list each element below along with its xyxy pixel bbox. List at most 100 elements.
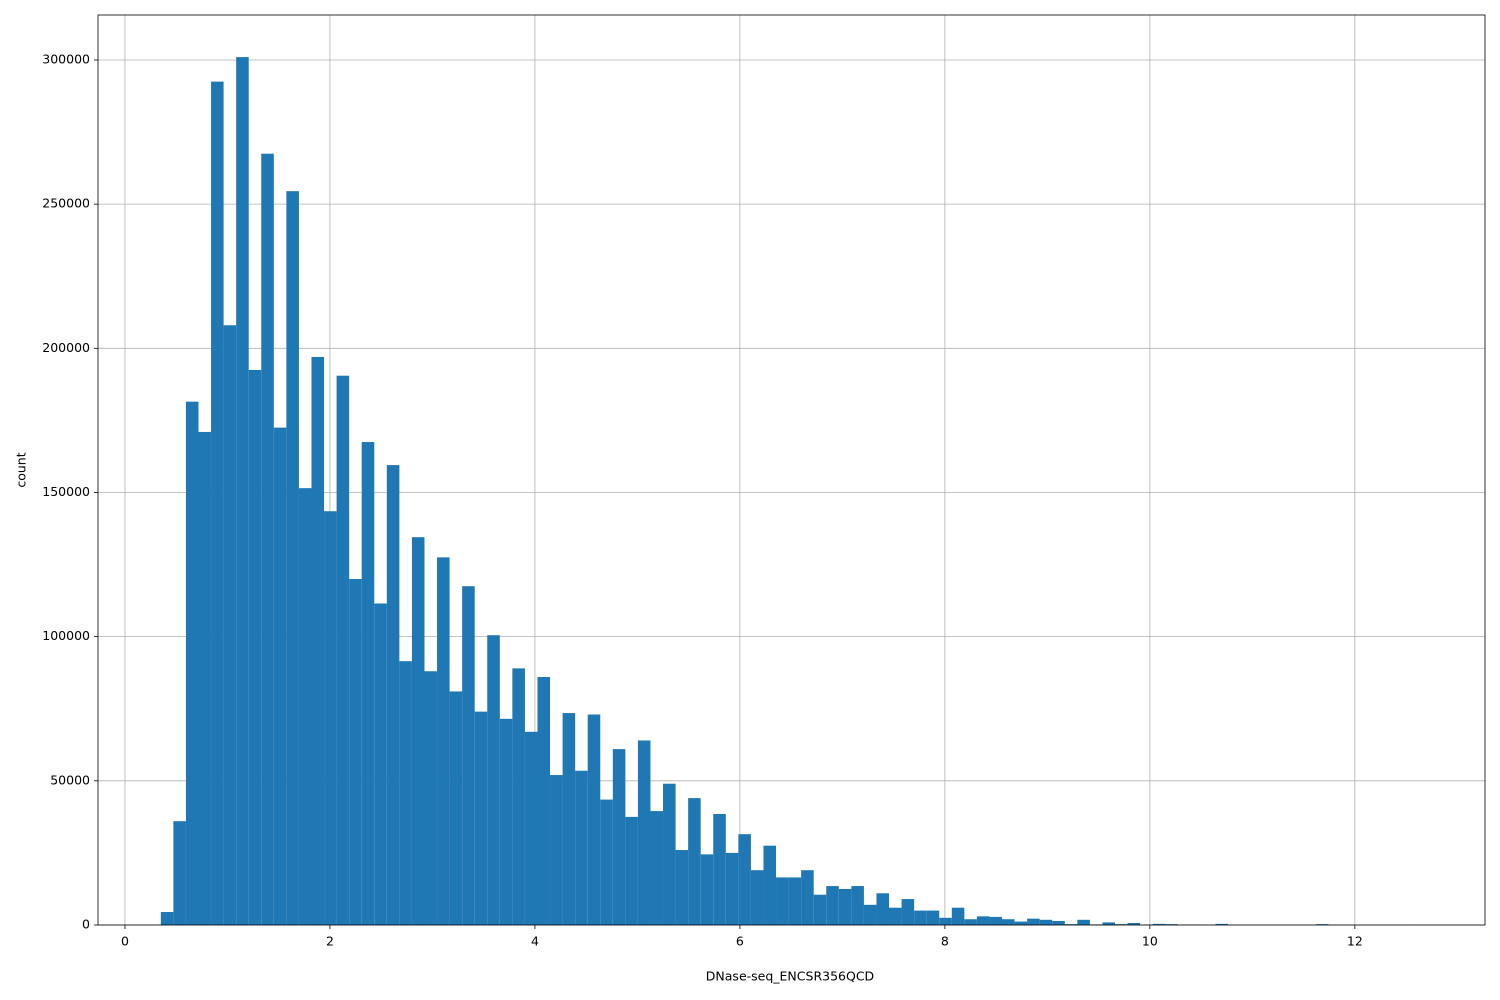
bar xyxy=(688,798,701,925)
bar xyxy=(1215,923,1229,925)
bar xyxy=(286,191,299,925)
bar xyxy=(399,661,412,925)
y-tick-label: 300000 xyxy=(42,51,90,66)
bar xyxy=(1027,918,1040,925)
bar xyxy=(298,488,312,925)
bar xyxy=(713,813,726,925)
bar xyxy=(801,870,814,925)
bar xyxy=(512,668,525,925)
bar xyxy=(537,677,551,925)
y-tick-label: 200000 xyxy=(42,340,90,355)
bar xyxy=(311,356,325,926)
bar xyxy=(575,770,588,925)
bar xyxy=(462,586,475,925)
bar xyxy=(1039,919,1053,925)
bar xyxy=(236,57,249,925)
bar xyxy=(964,919,977,925)
bar xyxy=(324,511,337,925)
y-tick-label: 0 xyxy=(82,917,90,932)
bar xyxy=(763,845,777,925)
y-tick-label: 250000 xyxy=(42,196,90,211)
bar xyxy=(185,401,199,925)
bar xyxy=(336,375,350,926)
bar xyxy=(562,713,576,925)
bar xyxy=(474,711,488,925)
bar xyxy=(1165,924,1178,925)
x-tick-label: 4 xyxy=(531,934,539,949)
bar xyxy=(663,783,676,925)
bar xyxy=(1127,922,1141,925)
bar xyxy=(223,325,237,925)
bar xyxy=(1315,924,1329,925)
bar xyxy=(361,442,375,925)
bar xyxy=(650,811,664,925)
x-tick-label: 12 xyxy=(1347,934,1363,949)
bar xyxy=(951,907,965,925)
x-tick-label: 0 xyxy=(121,934,129,949)
bar xyxy=(625,816,638,925)
bar xyxy=(386,465,400,925)
bar xyxy=(211,81,224,926)
bar xyxy=(349,578,362,925)
bar xyxy=(876,893,890,925)
bar xyxy=(411,537,425,925)
bar xyxy=(437,557,450,925)
bar xyxy=(273,427,287,925)
bar xyxy=(1115,924,1128,925)
x-tick-label: 10 xyxy=(1142,934,1158,949)
y-axis-label: count xyxy=(14,452,29,487)
bar xyxy=(261,153,274,925)
bar xyxy=(725,852,739,925)
bar xyxy=(750,870,764,925)
bar xyxy=(926,910,940,925)
bar xyxy=(838,888,852,925)
x-axis-label: DNase-seq_ENCSR356QCD xyxy=(706,969,874,984)
bar xyxy=(675,850,689,925)
bar xyxy=(976,916,990,925)
bar xyxy=(851,886,864,925)
bar xyxy=(587,714,601,925)
bar xyxy=(374,603,387,925)
bar xyxy=(863,904,877,925)
y-tick-label: 150000 xyxy=(42,484,90,499)
bar xyxy=(1014,921,1028,925)
bar xyxy=(1002,919,1015,925)
bar xyxy=(248,369,262,925)
bar xyxy=(550,775,563,925)
bar xyxy=(989,916,1003,925)
bar xyxy=(487,635,500,925)
bar xyxy=(813,894,827,925)
x-tick-label: 8 xyxy=(941,934,949,949)
plot-frame xyxy=(97,14,1486,926)
x-tick-label: 2 xyxy=(326,934,334,949)
bar xyxy=(524,731,538,925)
bar xyxy=(449,691,463,925)
bar xyxy=(826,886,839,925)
bar xyxy=(1064,924,1078,925)
bar xyxy=(1052,920,1065,925)
bar xyxy=(173,821,186,925)
bar xyxy=(198,431,212,925)
bar xyxy=(499,718,513,925)
bar xyxy=(160,912,174,925)
bar xyxy=(788,877,802,925)
bar xyxy=(600,799,613,925)
bar xyxy=(700,854,714,925)
bar xyxy=(612,749,626,925)
bar xyxy=(901,899,915,925)
bar xyxy=(738,834,751,925)
bar xyxy=(424,671,438,925)
bar xyxy=(637,740,651,925)
y-tick-label: 100000 xyxy=(42,628,90,643)
bar xyxy=(1102,922,1116,925)
x-tick-label: 6 xyxy=(736,934,744,949)
bar xyxy=(1152,923,1166,925)
bar xyxy=(914,910,927,925)
bar xyxy=(1077,919,1090,925)
bar xyxy=(889,907,902,925)
y-tick-label: 50000 xyxy=(50,772,90,787)
bar xyxy=(776,877,789,925)
bar xyxy=(939,917,952,925)
